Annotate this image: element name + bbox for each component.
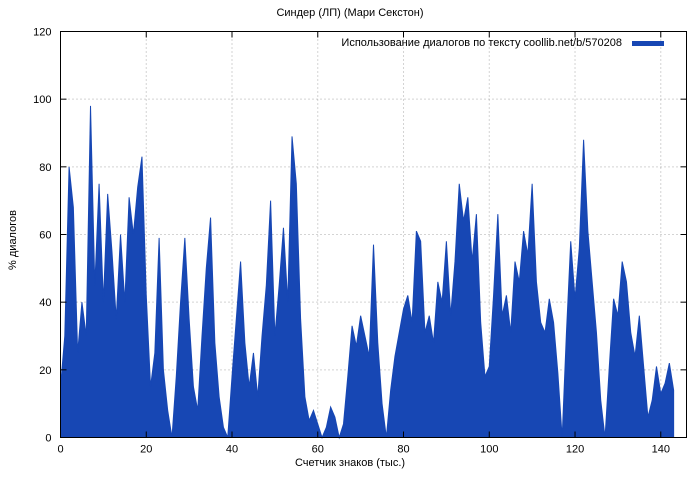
y-tick-label: 60 (39, 230, 51, 242)
y-tick-label: 20 (39, 365, 51, 377)
x-tick-label: 0 (57, 444, 63, 456)
legend-label: Использование диалогов по тексту coollib… (341, 37, 622, 49)
data-area (60, 105, 675, 440)
x-tick-label: 100 (480, 444, 498, 456)
x-axis-title: Счетчик знаков (тыс.) (294, 457, 406, 469)
x-tick-label: 20 (140, 444, 152, 456)
x-tick-label: 60 (312, 444, 324, 456)
x-tick-label: 40 (226, 444, 238, 456)
legend-swatch (632, 40, 664, 46)
y-tick-label: 120 (33, 27, 51, 39)
x-tick-label: 140 (652, 444, 670, 456)
chart-title: Синдер (ЛП) (Мари Секстон) (276, 7, 424, 19)
x-tick-label: 80 (397, 444, 409, 456)
y-tick-label: 0 (45, 433, 51, 445)
x-tick-label: 120 (566, 444, 584, 456)
legend: Использование диалогов по тексту coollib… (341, 37, 664, 49)
y-tick-label: 80 (39, 162, 51, 174)
y-axis-title: % диалогов (7, 210, 19, 270)
y-tick-label: 100 (33, 94, 51, 106)
y-tick-label: 40 (39, 297, 51, 309)
